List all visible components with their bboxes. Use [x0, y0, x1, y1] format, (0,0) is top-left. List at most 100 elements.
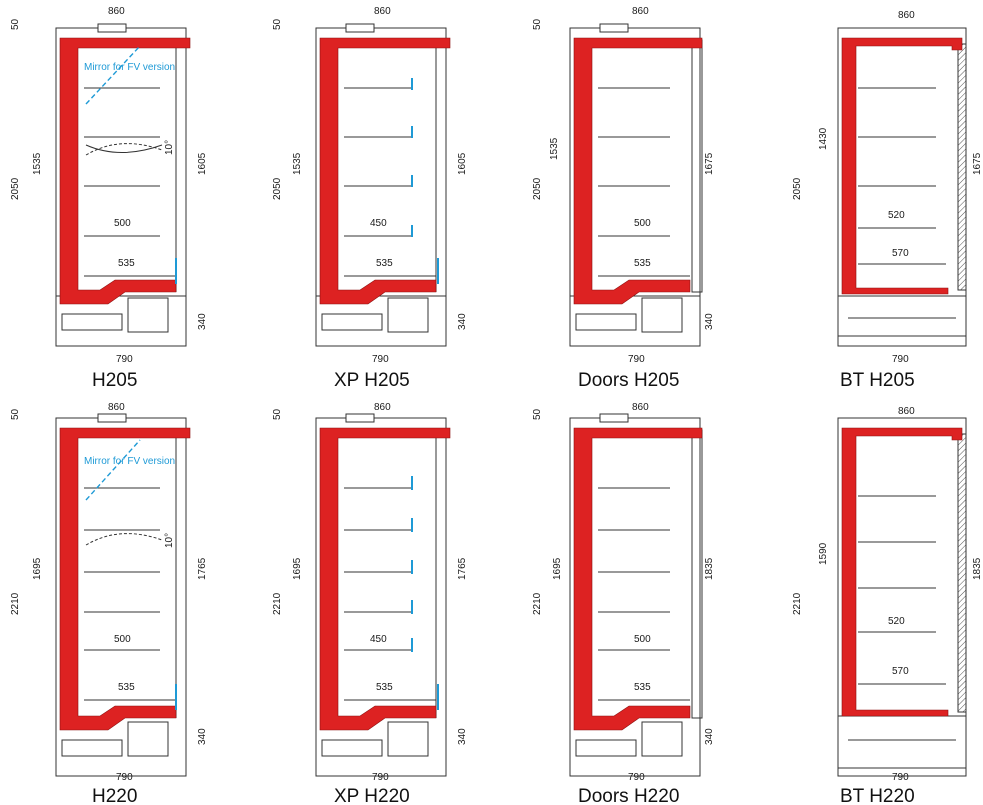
- unit-bt-h220: 860 790 520 570 2210 1590 1835 BT H220: [792, 406, 983, 805]
- dim-width-bottom: 790: [628, 354, 645, 365]
- dim-height-back: 1605: [457, 152, 468, 175]
- shelves: [344, 87, 436, 277]
- dim-height-total: 2210: [532, 592, 543, 615]
- shelf-tags: [411, 78, 439, 284]
- unit-doors-h220: 860 790 500 535 2210 1695 1835 340 50 Do…: [532, 402, 715, 805]
- dim-height-back: 1835: [972, 557, 983, 580]
- shelves: [344, 487, 436, 701]
- insulation-shape: [319, 37, 451, 305]
- dim-shelf-500: 500: [114, 634, 131, 645]
- dim-height-back: 1765: [197, 557, 208, 580]
- unit-doors-h205: 860 790 500 535 2050 1535 1675 340 50 Do…: [532, 6, 715, 391]
- shelves: [598, 87, 690, 277]
- dim-shelf-500: 500: [634, 634, 651, 645]
- dim-top-offset: 50: [10, 408, 21, 420]
- dim-width-bottom: 790: [628, 772, 645, 783]
- dim-height-front: 1590: [818, 542, 829, 565]
- unit-caption: BT H220: [840, 786, 915, 805]
- dim-width-bottom: 790: [372, 354, 389, 365]
- unit-bt-h205: 860 790 520 570 2050 1430 1675 BT H205: [792, 10, 983, 391]
- dim-width-top: 860: [632, 402, 649, 413]
- dim-width-top: 860: [632, 6, 649, 17]
- unit-caption: XP H205: [334, 370, 410, 391]
- dim-base: 340: [197, 313, 208, 330]
- unit-caption: BT H205: [840, 370, 915, 391]
- dim-shelf-570: 570: [892, 666, 909, 677]
- dim-shelf-520: 520: [888, 616, 905, 627]
- dim-height-front: 1430: [818, 127, 829, 150]
- dim-height-front: 1535: [32, 152, 43, 175]
- dim-base: 340: [457, 728, 468, 745]
- dim-height-total: 2050: [792, 177, 803, 200]
- dim-angle: 10°: [164, 533, 175, 548]
- dim-shelf-450: 450: [370, 634, 387, 645]
- dim-shelf-500: 500: [114, 218, 131, 229]
- dim-top-offset: 50: [10, 18, 21, 30]
- unit-h205: Mirror for FV version 860 790 500 535 20…: [10, 6, 208, 391]
- dim-height-back: 1765: [457, 557, 468, 580]
- dim-height-total: 2210: [272, 592, 283, 615]
- dim-shelf-450: 450: [370, 218, 387, 229]
- dim-width-bottom: 790: [116, 354, 133, 365]
- dim-height-front: 1535: [292, 152, 303, 175]
- mirror-note: Mirror for FV version: [84, 62, 175, 73]
- shelves: [858, 87, 946, 265]
- unit-xp-h205: 860 790 450 535 2050 1535 1605 340 50 XP…: [272, 6, 468, 391]
- insulation-shape: [573, 37, 703, 305]
- dim-height-total: 2210: [792, 592, 803, 615]
- mirror-line: [85, 45, 141, 105]
- dim-height-total: 2210: [10, 592, 21, 615]
- insulation-shape: [59, 37, 191, 305]
- unit-caption: H205: [92, 370, 137, 391]
- dim-base: 340: [457, 313, 468, 330]
- dim-shelf-535: 535: [634, 258, 651, 269]
- unit-caption: Doors H205: [578, 370, 679, 391]
- dim-height-front: 1695: [32, 557, 43, 580]
- insulation-shape: [841, 427, 963, 717]
- mirror-line: [85, 439, 141, 501]
- unit-caption: H220: [92, 786, 137, 805]
- dim-width-bottom: 790: [892, 354, 909, 365]
- dim-width-top: 860: [374, 6, 391, 17]
- dim-height-total: 2050: [532, 177, 543, 200]
- dim-angle: 10°: [164, 140, 175, 155]
- insulation-shape: [59, 427, 191, 731]
- unit-xp-h220: 860 790 450 535 2210 1695 1765 340 50 XP…: [272, 402, 468, 805]
- dim-height-total: 2050: [272, 177, 283, 200]
- dim-width-bottom: 790: [116, 772, 133, 783]
- shelf-tags: [411, 476, 439, 710]
- unit-h220: Mirror for FV version 860 790 500 535 22…: [10, 402, 208, 805]
- shelves: [84, 487, 176, 701]
- dim-shelf-535: 535: [118, 682, 135, 693]
- shelves: [84, 87, 176, 277]
- dim-width-bottom: 790: [892, 772, 909, 783]
- dim-shelf-535: 535: [118, 258, 135, 269]
- dim-width-top: 860: [374, 402, 391, 413]
- dim-height-back: 1605: [197, 152, 208, 175]
- dim-height-front: 1535: [549, 137, 560, 160]
- dim-height-back: 1675: [704, 152, 715, 175]
- insulation-shape: [841, 37, 963, 295]
- dim-height-total: 2050: [10, 177, 21, 200]
- unit-caption: Doors H220: [578, 786, 679, 805]
- dim-shelf-535: 535: [376, 258, 393, 269]
- insulation-shape: [573, 427, 703, 731]
- dim-top-offset: 50: [532, 18, 543, 30]
- dim-shelf-570: 570: [892, 248, 909, 259]
- dim-height-front: 1695: [552, 557, 563, 580]
- dim-base: 340: [197, 728, 208, 745]
- dim-height-front: 1695: [292, 557, 303, 580]
- shelves: [858, 495, 946, 685]
- dim-width-top: 860: [108, 402, 125, 413]
- mirror-note: Mirror for FV version: [84, 456, 175, 467]
- dim-shelf-535: 535: [634, 682, 651, 693]
- dim-base: 340: [704, 313, 715, 330]
- dim-width-top: 860: [108, 6, 125, 17]
- dim-top-offset: 50: [532, 408, 543, 420]
- dim-height-back: 1675: [972, 152, 983, 175]
- dim-shelf-520: 520: [888, 210, 905, 221]
- dim-width-top: 860: [898, 406, 915, 417]
- dim-height-back: 1835: [704, 557, 715, 580]
- dim-shelf-535: 535: [376, 682, 393, 693]
